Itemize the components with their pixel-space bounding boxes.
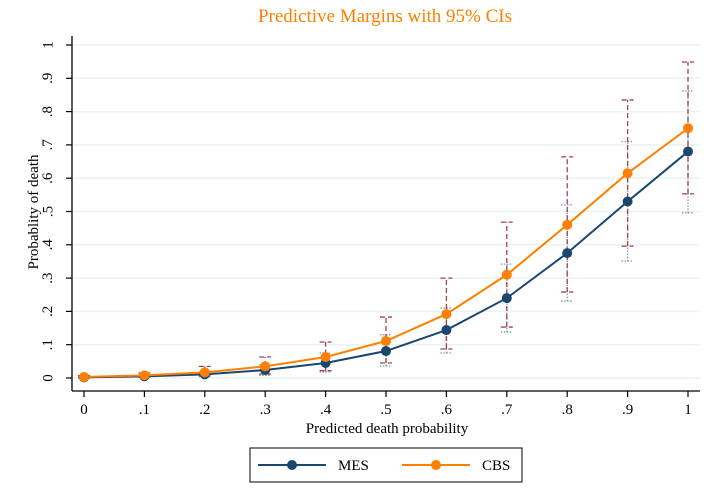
- data-point-cbs: [139, 370, 150, 381]
- series-points: [79, 123, 693, 383]
- data-point-cbs: [320, 352, 331, 363]
- data-point-mes: [562, 248, 573, 259]
- x-tick-label: .1: [139, 402, 150, 418]
- legend: MES CBS: [249, 447, 523, 483]
- y-tick-label: .2: [40, 306, 56, 317]
- data-point-mes: [501, 293, 512, 304]
- x-ticks: 0 .1 .2 .3 .4 .5 .6 .7 .8 .9 1: [80, 391, 692, 418]
- y-tick-label: .4: [40, 239, 56, 251]
- x-tick-label: .7: [501, 402, 513, 418]
- x-tick-label: .8: [562, 402, 573, 418]
- data-point-cbs: [199, 367, 210, 378]
- data-point-cbs: [501, 269, 512, 280]
- gridlines: [73, 44, 700, 379]
- data-point-cbs: [441, 309, 452, 320]
- legend-item-mes: MES: [258, 458, 369, 474]
- data-point-cbs: [260, 361, 271, 372]
- y-tick-label: .9: [40, 73, 56, 84]
- y-tick-label: 0: [40, 374, 56, 382]
- data-point-cbs: [79, 372, 89, 383]
- y-ticks: 0 .1 .2 .3 .4 .5 .6 .7 .8 .9 1: [40, 41, 72, 382]
- x-axis-title: Predicted death probability: [306, 421, 469, 437]
- data-point-cbs: [683, 123, 693, 134]
- y-axis-title: Probablity of death: [26, 154, 42, 269]
- x-tick-label: .3: [260, 402, 271, 418]
- data-point-cbs: [381, 336, 391, 347]
- data-point-mes: [622, 196, 633, 207]
- chart-title: Predictive Margins with 95% CIs: [258, 6, 512, 27]
- y-tick-label: .6: [40, 172, 56, 184]
- data-point-cbs: [622, 168, 633, 179]
- legend-marker-cbs: [431, 460, 441, 470]
- y-tick-label: .3: [40, 272, 56, 283]
- y-tick-label: .1: [40, 339, 56, 350]
- legend-label-cbs: CBS: [482, 458, 510, 474]
- x-tick-label: .4: [320, 402, 332, 418]
- data-point-cbs: [562, 219, 573, 230]
- data-point-mes: [441, 325, 452, 336]
- x-tick-label: .5: [380, 402, 391, 418]
- legend-item-cbs: CBS: [402, 458, 510, 474]
- legend-marker-mes: [287, 460, 297, 470]
- x-tick-label: 0: [80, 402, 88, 418]
- data-point-mes: [381, 346, 391, 357]
- legend-label-mes: MES: [338, 458, 369, 474]
- y-tick-label: .7: [40, 139, 56, 151]
- x-tick-label: .2: [199, 402, 210, 418]
- y-tick-label: .8: [40, 106, 56, 117]
- y-tick-label: .5: [40, 206, 56, 217]
- y-tick-label: 1: [40, 41, 56, 49]
- x-tick-label: .6: [441, 402, 453, 418]
- confidence-intervals: [78, 61, 694, 379]
- x-tick-label: 1: [684, 402, 692, 418]
- x-tick-label: .9: [622, 402, 633, 418]
- data-point-mes: [683, 146, 693, 157]
